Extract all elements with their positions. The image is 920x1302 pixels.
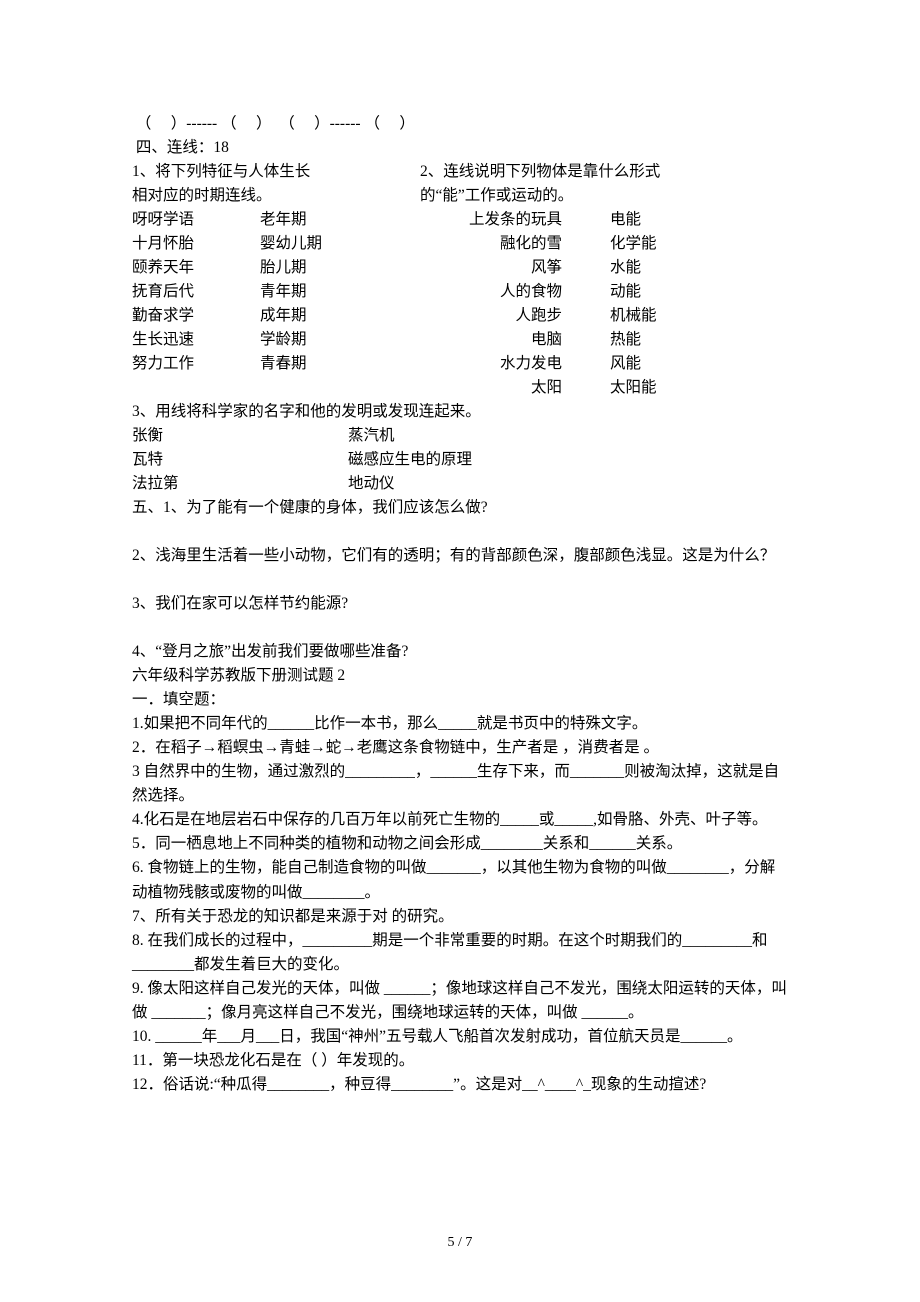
matching-cell-b: 胎儿期: [260, 256, 394, 280]
matching-cell-a: 抚育后代: [132, 280, 260, 304]
section3-cell-b: 地动仪: [348, 472, 395, 496]
matching-cell-b: [260, 376, 394, 400]
fill-item: 7、所有关于恐龙的知识都是来源于对 的研究。: [132, 905, 788, 929]
matching-row: 呀呀学语老年期上发条的玩具电能: [132, 208, 788, 232]
matching-cell-b: 老年期: [260, 208, 394, 232]
fill-item: 5．同一栖息地上不同种类的植物和动物之间会形成________关系和______…: [132, 832, 788, 856]
matching-row: 十月怀胎婴幼儿期融化的雪化学能: [132, 232, 788, 256]
matching-cell-c: 电脑: [394, 328, 610, 352]
section3-cell-a: 法拉第: [132, 472, 348, 496]
section3-cell-b: 磁感应生电的原理: [348, 448, 472, 472]
section3-title: 3、用线将科学家的名字和他的发明或发现连起来。: [132, 400, 788, 424]
section3-cell-b: 蒸汽机: [348, 424, 395, 448]
matching-cell-d: 太阳能: [610, 376, 657, 400]
matching-row: 勤奋求学成年期人跑步机械能: [132, 304, 788, 328]
fill-item: 3 自然界中的生物，通过激烈的_________，______生存下来，而___…: [132, 760, 788, 808]
matching-cell-b: 青春期: [260, 352, 394, 376]
matching-cell-d: 风能: [610, 352, 641, 376]
matching-cell-c: 人跑步: [394, 304, 610, 328]
test2-title: 六年级科学苏教版下册测试题 2: [132, 664, 788, 688]
matching-cell-d: 动能: [610, 280, 641, 304]
section3-cell-a: 张衡: [132, 424, 348, 448]
matching-cell-d: 机械能: [610, 304, 657, 328]
matching-cell-c: 水力发电: [394, 352, 610, 376]
matching-cell-b: 成年期: [260, 304, 394, 328]
section3-cell-a: 瓦特: [132, 448, 348, 472]
matching-intro-row2: 相对应的时期连线。 的“能”工作或运动的。: [132, 184, 788, 208]
matching-row: 抚育后代青年期人的食物动能: [132, 280, 788, 304]
matching-intro-left: 1、将下列特征与人体生长: [132, 160, 420, 184]
matching-cell-b: 青年期: [260, 280, 394, 304]
text-line: （ ）------ （ ） （ ）------ （ ）: [132, 112, 788, 136]
matching-cell-a: 生长迅速: [132, 328, 260, 352]
matching-cell-d: 水能: [610, 256, 641, 280]
matching-cell-d: 热能: [610, 328, 641, 352]
fill-item: 8. 在我们成长的过程中，_________期是一个非常重要的时期。在这个时期我…: [132, 929, 788, 977]
text-line: 4、“登月之旅”出发前我们要做哪些准备?: [132, 640, 788, 664]
matching-intro-left2: 相对应的时期连线。: [132, 184, 420, 208]
matching-cell-a: 十月怀胎: [132, 232, 260, 256]
text-line: 3、我们在家可以怎样节约能源?: [132, 592, 788, 616]
matching-cell-d: 电能: [610, 208, 641, 232]
document-page: （ ）------ （ ） （ ）------ （ ） 四、连线：18 1、将下…: [0, 0, 920, 1302]
matching-cell-c: 风筝: [394, 256, 610, 280]
matching-cell-a: 颐养天年: [132, 256, 260, 280]
matching-intro-right: 2、连线说明下列物体是靠什么形式: [420, 160, 660, 184]
fill-item: 1.如果把不同年代的______比作一本书，那么_____就是书页中的特殊文字。: [132, 712, 788, 736]
matching-cell-b: 婴幼儿期: [260, 232, 394, 256]
page-footer: 5 / 7: [0, 1232, 920, 1254]
matching-rows: 呀呀学语老年期上发条的玩具电能十月怀胎婴幼儿期融化的雪化学能颐养天年胎儿期风筝水…: [132, 208, 788, 376]
matching-cell-c: 人的食物: [394, 280, 610, 304]
fill-item: 12．俗话说:“种瓜得________，种豆得________”。这是对__^_…: [132, 1073, 788, 1097]
fill-title: 一．填空题：: [132, 688, 788, 712]
section3-row: 张衡蒸汽机: [132, 424, 788, 448]
text-line: [132, 616, 788, 640]
matching-cell-d: 化学能: [610, 232, 657, 256]
fill-item: 9. 像太阳这样自己发光的天体，叫做 ______；像地球这样自己不发光，围绕太…: [132, 977, 788, 1025]
fill-item: 11．第一块恐龙化石是在（ ）年发现的。: [132, 1049, 788, 1073]
text-line: 四、连线：18: [132, 136, 788, 160]
fill-item: 2．在稻子→稻螟虫→青蛙→蛇→老鹰这条食物链中，生产者是 ，消费者是 。: [132, 736, 788, 760]
section3-rows: 张衡蒸汽机瓦特磁感应生电的原理法拉第地动仪: [132, 424, 788, 496]
matching-row: 生长迅速学龄期电脑热能: [132, 328, 788, 352]
matching-cell-a: 勤奋求学: [132, 304, 260, 328]
matching-intro-right2: 的“能”工作或运动的。: [420, 184, 573, 208]
matching-row: 颐养天年胎儿期风筝水能: [132, 256, 788, 280]
section5: 五、1、为了能有一个健康的身体，我们应该怎么做? 2、浅海里生活着一些小动物，它…: [132, 496, 788, 664]
text-line: [132, 568, 788, 592]
section3-row: 瓦特磁感应生电的原理: [132, 448, 788, 472]
fill-item: 4.化石是在地层岩石中保存的几百万年以前死亡生物的_____或_____,如骨胳…: [132, 808, 788, 832]
matching-cell-a: [132, 376, 260, 400]
text-line: 2、浅海里生活着一些小动物，它们有的透明；有的背部颜色深，腹部颜色浅显。这是为什…: [132, 544, 788, 568]
section3-row: 法拉第地动仪: [132, 472, 788, 496]
matching-cell-b: 学龄期: [260, 328, 394, 352]
fill-item: 10. ______年___月___日，我国“神州”五号载人飞船首次发射成功，首…: [132, 1025, 788, 1049]
matching-cell-a: 努力工作: [132, 352, 260, 376]
fill-items: 1.如果把不同年代的______比作一本书，那么_____就是书页中的特殊文字。…: [132, 712, 788, 1096]
text-line: 五、1、为了能有一个健康的身体，我们应该怎么做?: [132, 496, 788, 520]
text-line: [132, 520, 788, 544]
matching-intro-row: 1、将下列特征与人体生长 2、连线说明下列物体是靠什么形式: [132, 160, 788, 184]
matching-row: 努力工作青春期水力发电风能: [132, 352, 788, 376]
fill-item: 6. 食物链上的生物，能自己制造食物的叫做_______，以其他生物为食物的叫做…: [132, 856, 788, 904]
matching-cell-c: 太阳: [394, 376, 610, 400]
matching-cell-a: 呀呀学语: [132, 208, 260, 232]
matching-row-last: 太阳 太阳能: [132, 376, 788, 400]
matching-cell-c: 上发条的玩具: [394, 208, 610, 232]
matching-cell-c: 融化的雪: [394, 232, 610, 256]
